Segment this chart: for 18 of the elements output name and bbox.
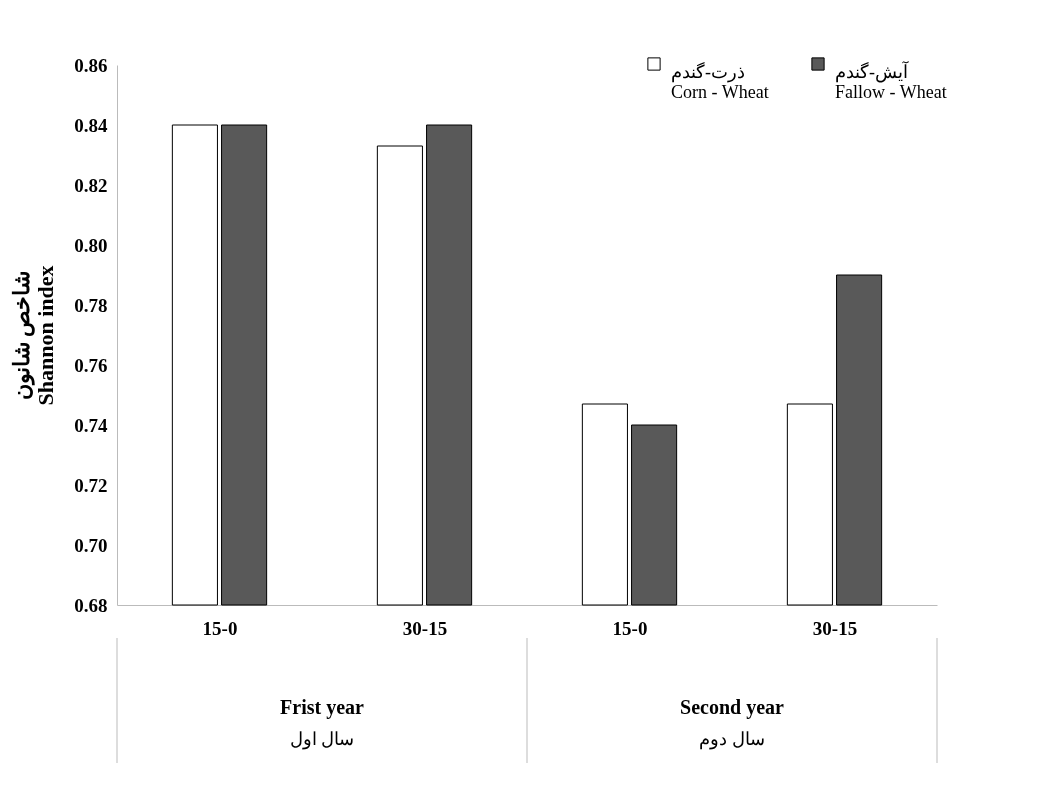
text: سال دوم [699, 729, 765, 750]
y-tick-label: 0.72 [74, 474, 108, 496]
y-tick-label: 0.78 [74, 294, 108, 316]
y-tick-label: 0.84 [74, 114, 108, 136]
text: Frist year [280, 696, 365, 719]
x-tick-label: 30-15 [402, 617, 448, 639]
x-tick-label: 15-0 [612, 617, 648, 639]
y-tick-label: 0.80 [74, 234, 108, 256]
y-tick-label: 0.82 [74, 174, 108, 196]
y-tick-label: 0.76 [74, 354, 108, 376]
x-tick-label: 15-0 [202, 617, 238, 639]
y-tick-label: 0.74 [74, 414, 108, 436]
text: سال اول [289, 729, 355, 750]
text: Second year [680, 696, 785, 719]
y-tick-label: 0.70 [74, 534, 108, 556]
y-tick-label: 0.68 [74, 594, 108, 616]
x-tick-label: 30-15 [812, 617, 858, 639]
y-tick-label: 0.86 [74, 54, 108, 76]
